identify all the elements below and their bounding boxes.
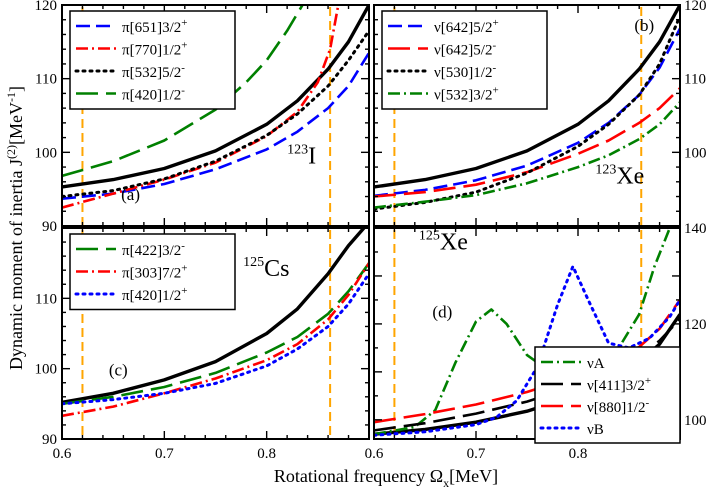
legend-label-nuB: νB — [587, 422, 604, 438]
legend-label-nu880: ν[880]1/2- — [587, 397, 649, 416]
nucleus-label: 125Xe — [419, 229, 468, 256]
series-line-nu642m — [374, 87, 680, 198]
y-axis-label: Dynamic moment of inertia J(2)[MeV-1] — [4, 86, 26, 370]
panel-label: (d) — [432, 303, 452, 322]
nucleus-label: 123Xe — [595, 162, 644, 189]
panel-frame — [373, 227, 681, 440]
panel-frame — [61, 4, 370, 227]
y-tick-label: 120 — [684, 0, 707, 14]
legend: π[651]3/2+ π[770]1/2+ π[532]5/2- π[420]1/2- — [69, 10, 236, 110]
legend-label-pi422: π[422]3/2- — [122, 240, 185, 259]
series-line-pi420b — [62, 272, 369, 406]
y-tick-label: 120 — [35, 0, 58, 14]
y-tick-label: 100 — [35, 362, 58, 378]
y-tick-label: 120 — [684, 317, 707, 333]
legend-box — [534, 346, 681, 444]
series-line-pi303 — [62, 262, 369, 418]
x-axis-label: Rotational frequency Ωx[MeV] — [274, 466, 498, 490]
panel-c: 90 100 110 0.6 0.7 0.8 (c) 125Cs π[422]3/2- π[303… — [35, 227, 370, 462]
plot-area — [374, 5, 680, 226]
panel-a: 90100110120(a)123Iπ[651]3/2+π[770]1/2+π[… — [35, 0, 370, 235]
legend-label-pi532: π[532]5/2- — [122, 62, 185, 81]
panel-frame — [373, 4, 681, 227]
y-tick-label: 100 — [684, 145, 707, 161]
legend-label-nu642m: ν[642]5/2- — [434, 40, 496, 59]
x-tick-label: 0.7 — [467, 446, 486, 462]
series-line-nuA — [374, 228, 672, 436]
legend-label-pi770: π[770]1/2+ — [122, 40, 187, 59]
nucleus-label: 123I — [287, 142, 316, 169]
y-tick-label: 100 — [684, 413, 707, 429]
series-line-nu411 — [374, 318, 680, 432]
y-tick-label: 140 — [684, 221, 707, 237]
legend: π[422]3/2- π[303]7/2+ π[420]1/2+ — [69, 233, 236, 311]
legend-label-pi420b: π[420]1/2+ — [122, 285, 187, 304]
x-tick-label: 0.6 — [365, 446, 384, 462]
legend-box — [69, 233, 236, 311]
y-tick-label: 90 — [42, 432, 57, 448]
series-line-nu642p — [374, 27, 680, 198]
series-line-nu532 — [374, 101, 680, 209]
series-line-pi651 — [62, 52, 369, 200]
legend-label-pi420: π[420]1/2- — [122, 85, 185, 104]
legend-label-nu530: ν[530]1/2- — [434, 62, 496, 81]
series-line-nu880 — [374, 299, 680, 424]
legend-label-nuA: νA — [587, 356, 605, 372]
panel-label: (c) — [109, 361, 128, 380]
panel-b: 100 110 120 (b) 123Xe ν[642]5/2+ ν[642]5/2- ν[5… — [373, 0, 707, 227]
series-line-pi532 — [62, 29, 369, 198]
legend-label-nu411: ν[411]3/2+ — [587, 375, 651, 394]
series-line-solid — [374, 5, 680, 189]
series-line-solid — [62, 228, 366, 405]
y-tick-label: 110 — [35, 291, 57, 307]
series-line-solid — [62, 5, 369, 189]
x-tick-label: 0.8 — [257, 446, 276, 462]
x-tick-label: 0.7 — [155, 446, 174, 462]
legend-box — [381, 10, 548, 110]
series-line-pi770 — [62, 5, 340, 209]
panel-d: 100 120 140 0.6 0.7 0.8 (d) 125Xe νA ν[411]3/2+ ν[… — [365, 221, 707, 462]
y-tick-label: 110 — [684, 72, 706, 88]
panels: 90100110120(a)123Iπ[651]3/2+π[770]1/2+π[… — [35, 0, 707, 462]
legend: νA ν[411]3/2+ ν[880]1/2- νB — [534, 346, 681, 444]
x-tick-label: 0.6 — [53, 446, 72, 462]
panel-frame — [61, 227, 370, 440]
legend-label-pi651: π[651]3/2+ — [122, 17, 187, 36]
panel-label: (a) — [121, 185, 140, 204]
series-line-pi422 — [62, 262, 369, 406]
legend-label-pi303: π[303]7/2+ — [122, 263, 187, 282]
panel-label: (b) — [634, 16, 654, 35]
y-tick-label: 100 — [35, 145, 58, 161]
legend: ν[642]5/2+ ν[642]5/2- ν[530]1/2- ν[532]3/2+ — [381, 10, 548, 110]
series-line-nuB — [374, 264, 680, 437]
y-tick-label: 90 — [42, 219, 57, 235]
legend-label-nu532: ν[532]3/2+ — [434, 85, 499, 104]
x-tick-label: 0.8 — [569, 446, 588, 462]
legend-label-nu642p: ν[642]5/2+ — [434, 17, 499, 36]
y-tick-label: 110 — [35, 72, 57, 88]
nucleus-label: 125Cs — [243, 255, 289, 282]
